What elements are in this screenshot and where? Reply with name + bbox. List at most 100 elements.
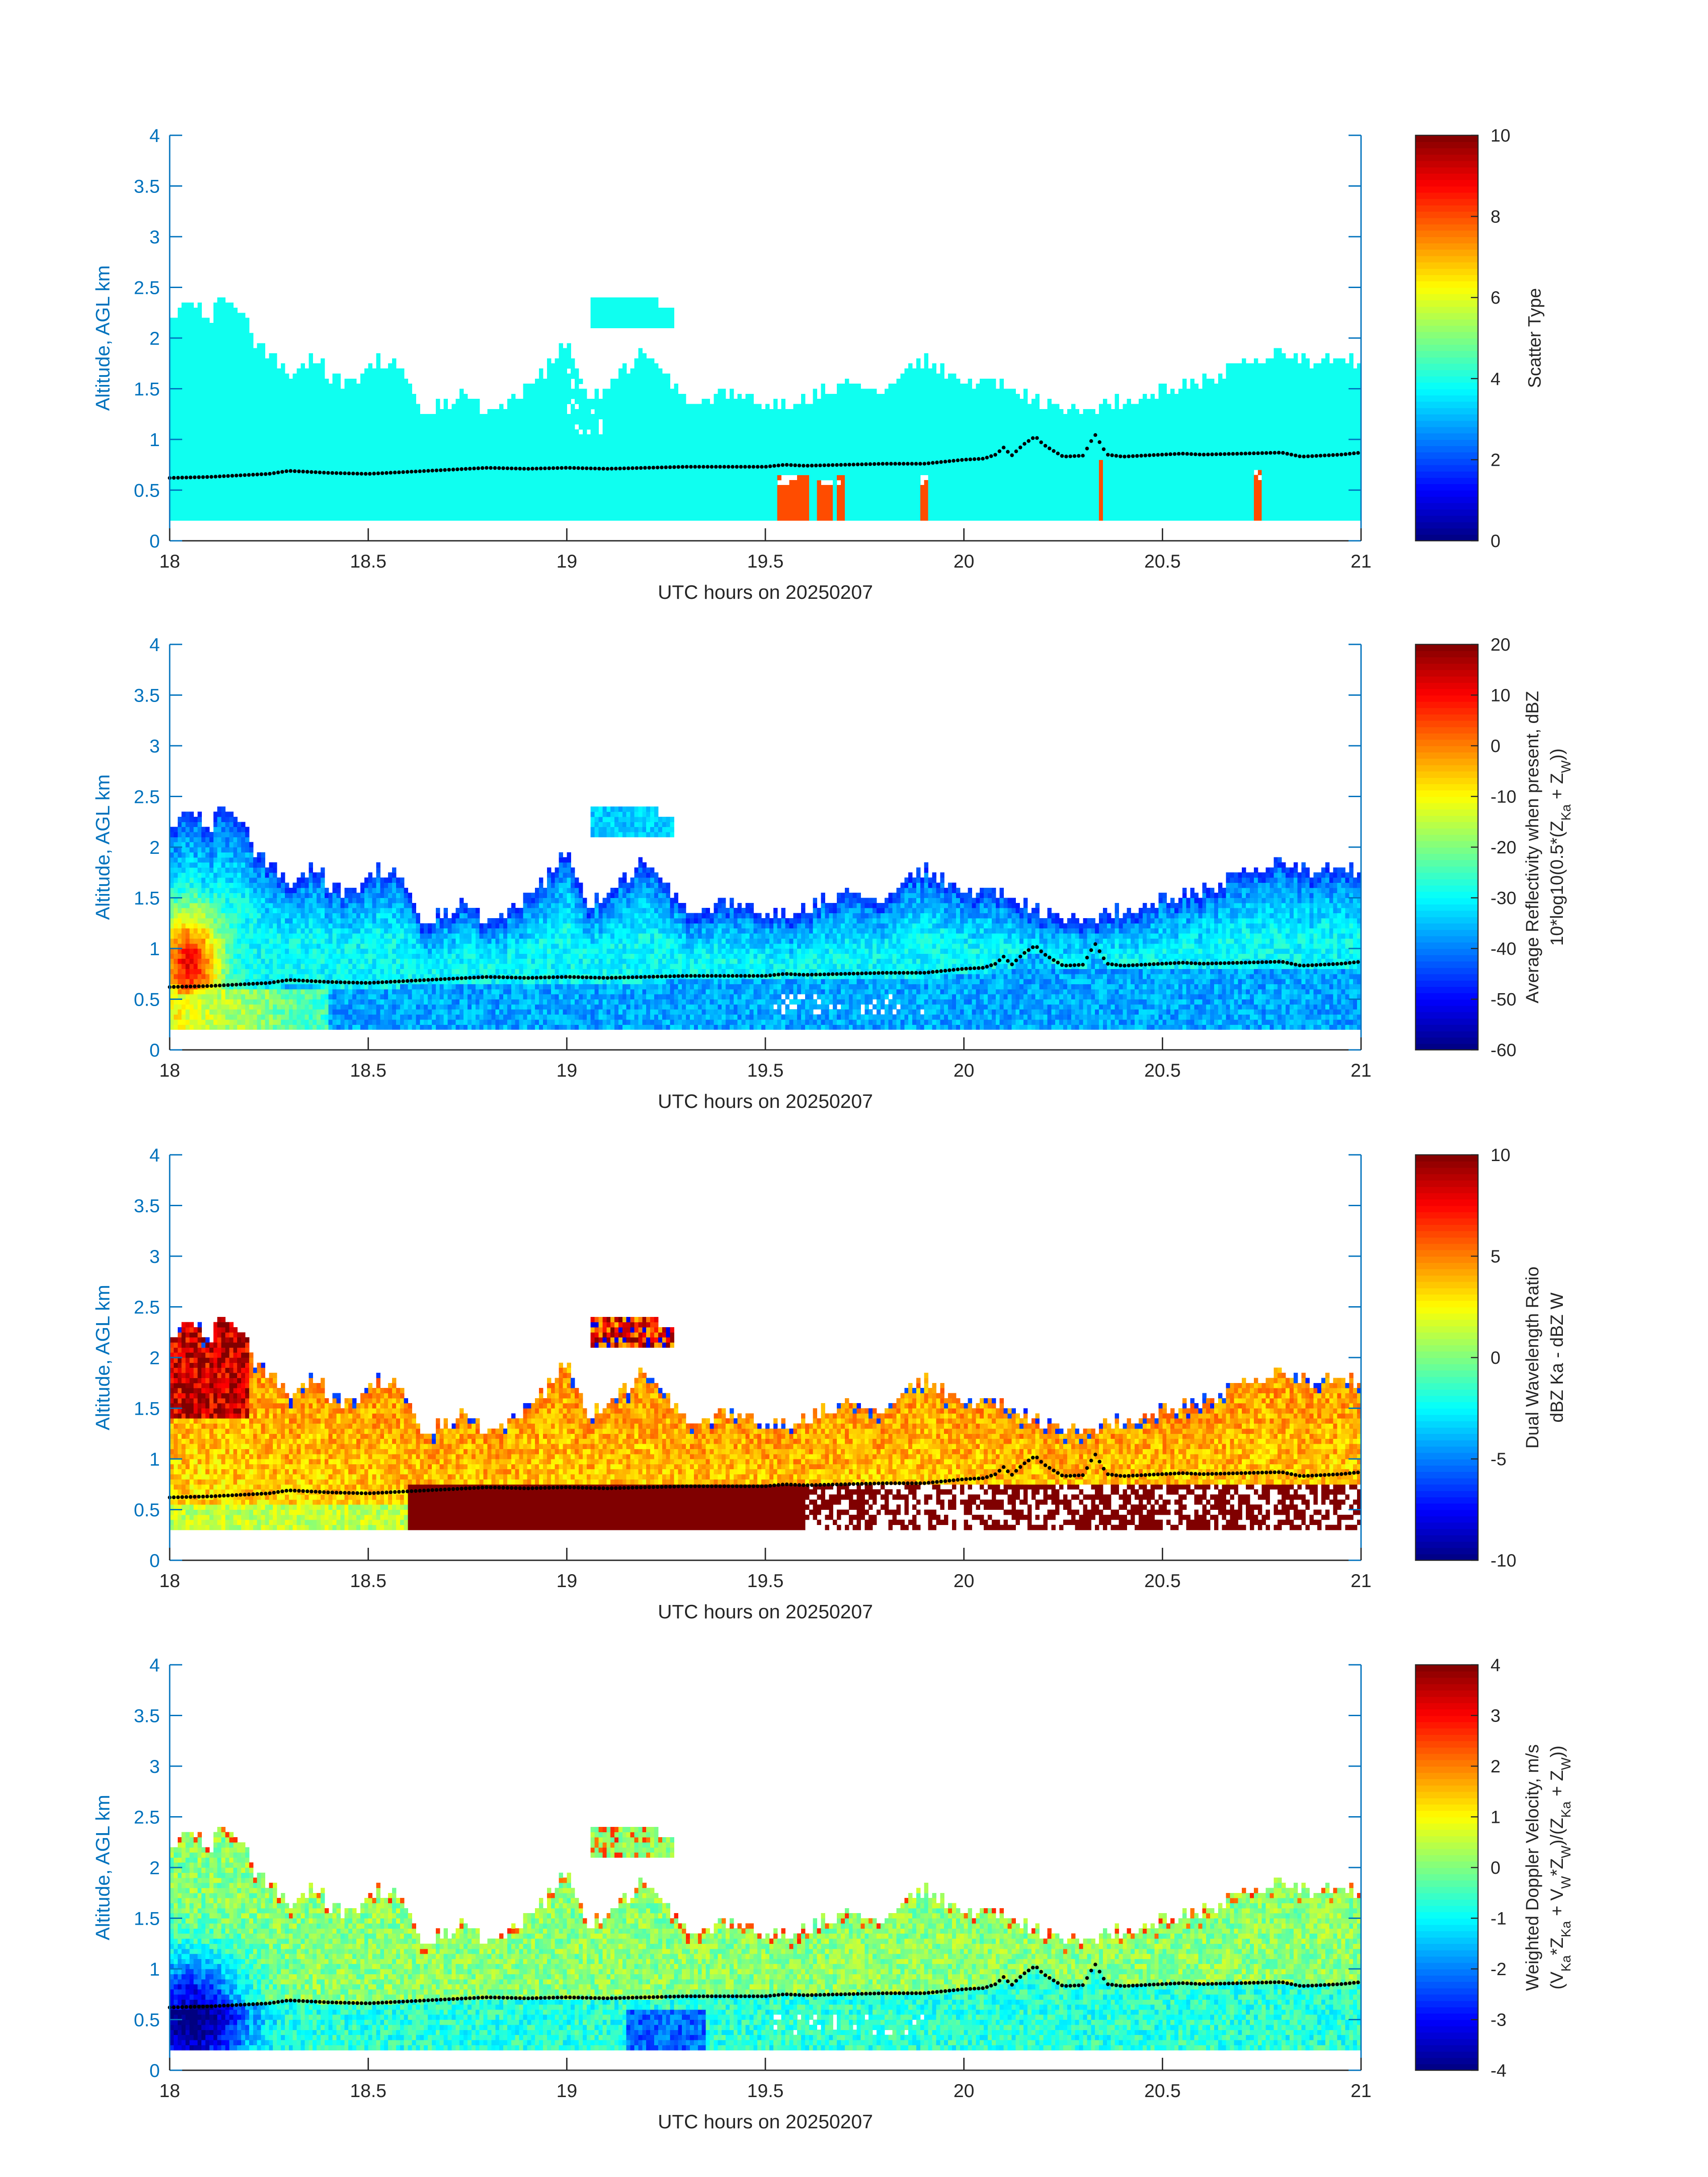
heatmap-cell bbox=[226, 506, 230, 511]
heatmap-cell bbox=[193, 368, 198, 374]
heatmap-cell bbox=[606, 490, 611, 496]
heatmap-cell bbox=[539, 389, 543, 394]
heatmap-cell bbox=[333, 404, 337, 409]
heatmap-cell bbox=[599, 435, 603, 440]
heatmap-cell bbox=[209, 450, 214, 455]
heatmap-cell bbox=[464, 506, 468, 511]
heatmap-cell bbox=[209, 485, 214, 490]
heatmap-cell bbox=[261, 364, 266, 369]
heatmap-cell bbox=[579, 439, 583, 445]
heatmap-cell bbox=[507, 424, 512, 430]
heatmap-cell bbox=[205, 490, 210, 496]
heatmap-cell bbox=[444, 500, 448, 506]
heatmap-cell bbox=[249, 394, 254, 399]
heatmap-cell bbox=[400, 460, 405, 465]
heatmap-cell bbox=[253, 465, 258, 470]
heatmap-cell bbox=[440, 506, 444, 511]
heatmap-cell bbox=[368, 429, 373, 435]
heatmap-cell bbox=[293, 500, 297, 506]
heatmap-cell bbox=[444, 460, 448, 465]
heatmap-cell bbox=[543, 485, 547, 490]
heatmap-cell bbox=[424, 475, 428, 481]
heatmap-cell bbox=[432, 480, 436, 485]
heatmap-cell bbox=[606, 303, 611, 308]
heatmap-cell bbox=[380, 460, 384, 465]
heatmap-cell bbox=[412, 515, 417, 521]
heatmap-cell bbox=[221, 318, 226, 323]
heatmap-cell bbox=[321, 419, 325, 425]
heatmap-cell bbox=[340, 495, 345, 501]
heatmap-cell bbox=[539, 409, 543, 414]
heatmap-cell bbox=[503, 510, 508, 516]
heatmap-cell bbox=[614, 303, 619, 308]
heatmap-cell bbox=[352, 424, 357, 430]
heatmap-cell bbox=[209, 465, 214, 470]
heatmap-cell bbox=[182, 318, 186, 323]
heatmap-cell bbox=[213, 409, 218, 414]
heatmap-cell bbox=[527, 510, 531, 516]
heatmap-cell bbox=[269, 444, 273, 450]
heatmap-cell bbox=[190, 450, 194, 455]
heatmap-cell bbox=[408, 465, 413, 470]
heatmap-cell bbox=[408, 480, 413, 485]
heatmap-cell bbox=[567, 348, 571, 354]
heatmap-cell bbox=[488, 500, 492, 506]
heatmap-cell bbox=[182, 323, 186, 328]
heatmap-cell bbox=[468, 439, 472, 445]
heatmap-cell bbox=[519, 460, 524, 465]
heatmap-cell bbox=[614, 323, 619, 328]
heatmap-cell bbox=[547, 506, 551, 511]
heatmap-cell bbox=[626, 373, 631, 379]
heatmap-cell bbox=[559, 424, 564, 430]
heatmap-cell bbox=[297, 439, 301, 445]
heatmap-cell bbox=[606, 308, 611, 313]
heatmap-cell bbox=[400, 455, 405, 460]
heatmap-cell bbox=[591, 414, 595, 419]
heatmap-cell bbox=[472, 414, 476, 419]
heatmap-cell bbox=[273, 490, 277, 496]
heatmap-cell bbox=[559, 460, 564, 465]
heatmap-cell bbox=[519, 510, 524, 516]
heatmap-cell bbox=[245, 490, 250, 496]
heatmap-cell bbox=[539, 495, 543, 501]
heatmap-cell bbox=[527, 470, 531, 475]
heatmap-cell bbox=[253, 364, 258, 369]
heatmap-cell bbox=[261, 439, 266, 445]
heatmap-cell bbox=[317, 364, 321, 369]
heatmap-cell bbox=[384, 394, 388, 399]
heatmap-cell bbox=[567, 343, 571, 348]
heatmap-cell bbox=[480, 485, 484, 490]
heatmap-cell bbox=[396, 368, 401, 374]
heatmap-cell bbox=[539, 439, 543, 445]
heatmap-cell bbox=[217, 308, 222, 313]
heatmap-cell bbox=[201, 515, 206, 521]
heatmap-cell bbox=[455, 450, 460, 455]
heatmap-cell bbox=[531, 399, 535, 404]
heatmap-cell bbox=[396, 480, 401, 485]
heatmap-cell bbox=[575, 460, 579, 465]
heatmap-cell bbox=[281, 389, 285, 394]
heatmap-cell bbox=[337, 419, 341, 425]
heatmap-cell bbox=[277, 394, 281, 399]
heatmap-cell bbox=[174, 353, 178, 359]
heatmap-cell bbox=[249, 485, 254, 490]
heatmap-cell bbox=[309, 495, 313, 501]
heatmap-cell bbox=[400, 506, 405, 511]
heatmap-cell bbox=[340, 439, 345, 445]
heatmap-cell bbox=[631, 379, 635, 384]
heatmap-cell bbox=[265, 435, 269, 440]
heatmap-cell bbox=[551, 485, 555, 490]
heatmap-cell bbox=[384, 389, 388, 394]
heatmap-cell bbox=[261, 485, 266, 490]
heatmap-cell bbox=[635, 409, 639, 414]
heatmap-cell bbox=[440, 424, 444, 430]
heatmap-cell bbox=[543, 510, 547, 516]
heatmap-cell bbox=[241, 353, 246, 359]
heatmap-cell bbox=[424, 435, 428, 440]
heatmap-cell bbox=[289, 399, 293, 404]
heatmap-cell bbox=[333, 439, 337, 445]
heatmap-cell bbox=[337, 465, 341, 470]
heatmap-cell bbox=[249, 490, 254, 496]
heatmap-cell bbox=[495, 506, 500, 511]
heatmap-cell bbox=[209, 424, 214, 430]
